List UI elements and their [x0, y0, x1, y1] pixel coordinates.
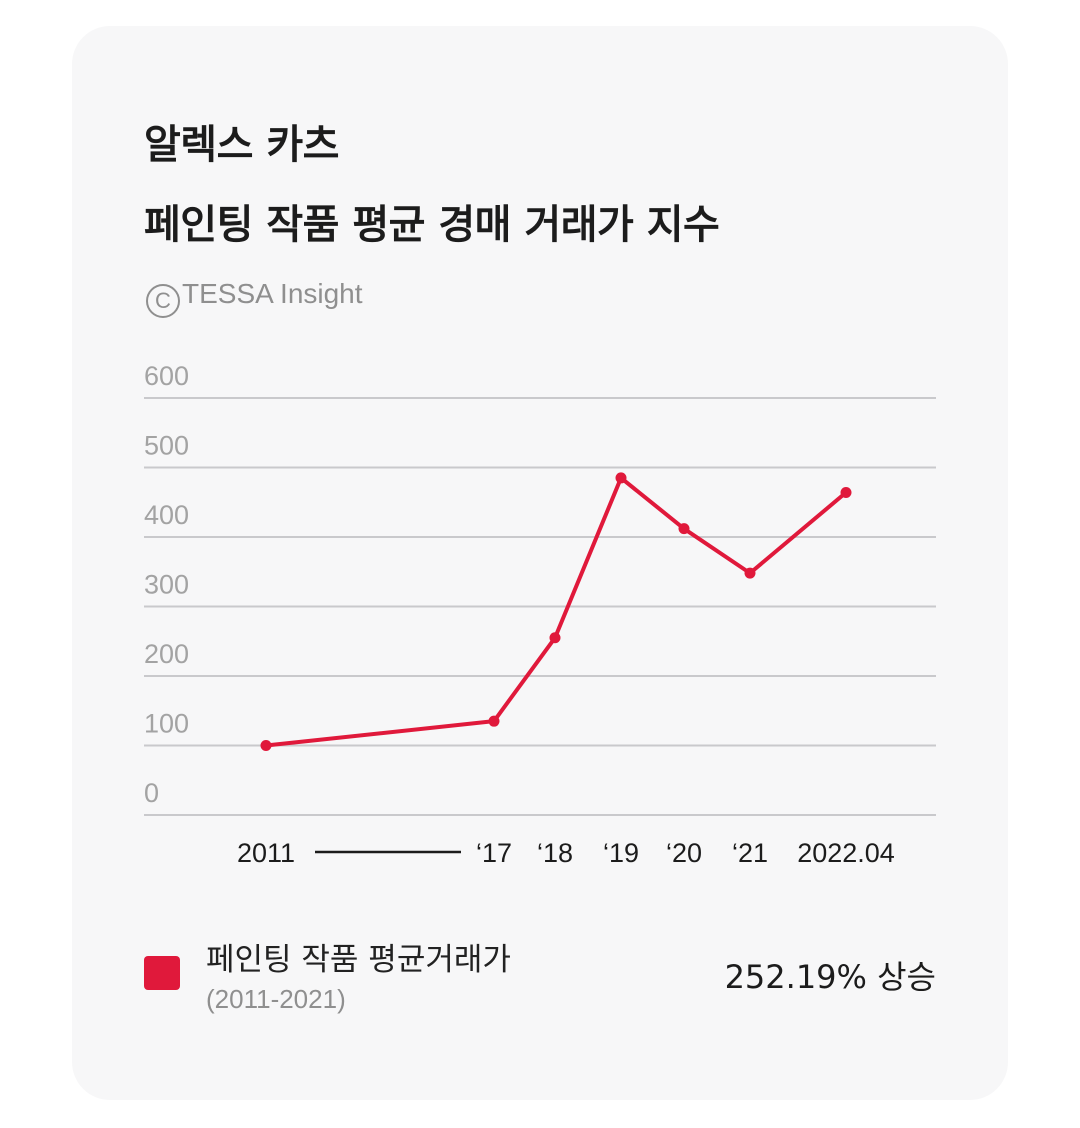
- data-point: [260, 740, 272, 751]
- source-credit: C TESSA Insight: [146, 278, 363, 318]
- copyright-icon: C: [146, 284, 180, 318]
- change-value: 252.19% 상승: [724, 958, 936, 996]
- data-point: [840, 487, 852, 499]
- legend-swatch: [144, 956, 180, 990]
- chart-title-line1: 알렉스 카츠: [144, 122, 339, 168]
- x-tick-label: 2022.04: [797, 838, 895, 868]
- y-tick-label: 200: [144, 639, 189, 669]
- x-tick-label: 2011: [237, 838, 295, 868]
- data-point: [488, 715, 500, 727]
- source-credit-text: TESSA Insight: [182, 278, 363, 309]
- legend-sub-label: (2011-2021): [206, 984, 346, 1014]
- x-tick-label: ‘21: [732, 838, 768, 868]
- chart-card: [72, 26, 1008, 1100]
- data-point: [744, 567, 756, 579]
- y-tick-label: 300: [144, 570, 189, 600]
- x-tick-label: ‘18: [537, 838, 573, 868]
- y-tick-label: 0: [144, 778, 159, 808]
- x-tick-label: ‘19: [603, 838, 639, 868]
- y-tick-label: 100: [144, 709, 189, 739]
- x-tick-label: ‘17: [476, 838, 512, 868]
- legend-label: 페인팅 작품 평균거래가: [206, 942, 511, 978]
- data-point: [549, 632, 561, 644]
- data-point: [678, 523, 690, 535]
- y-tick-label: 600: [144, 361, 189, 391]
- y-tick-label: 500: [144, 431, 189, 461]
- y-tick-label: 400: [144, 500, 189, 530]
- series-line: [264, 475, 848, 748]
- data-point: [615, 472, 627, 484]
- x-tick-label: ‘20: [666, 838, 702, 868]
- chart-title-line2: 페인팅 작품 평균 경매 거래가 지수: [144, 202, 720, 248]
